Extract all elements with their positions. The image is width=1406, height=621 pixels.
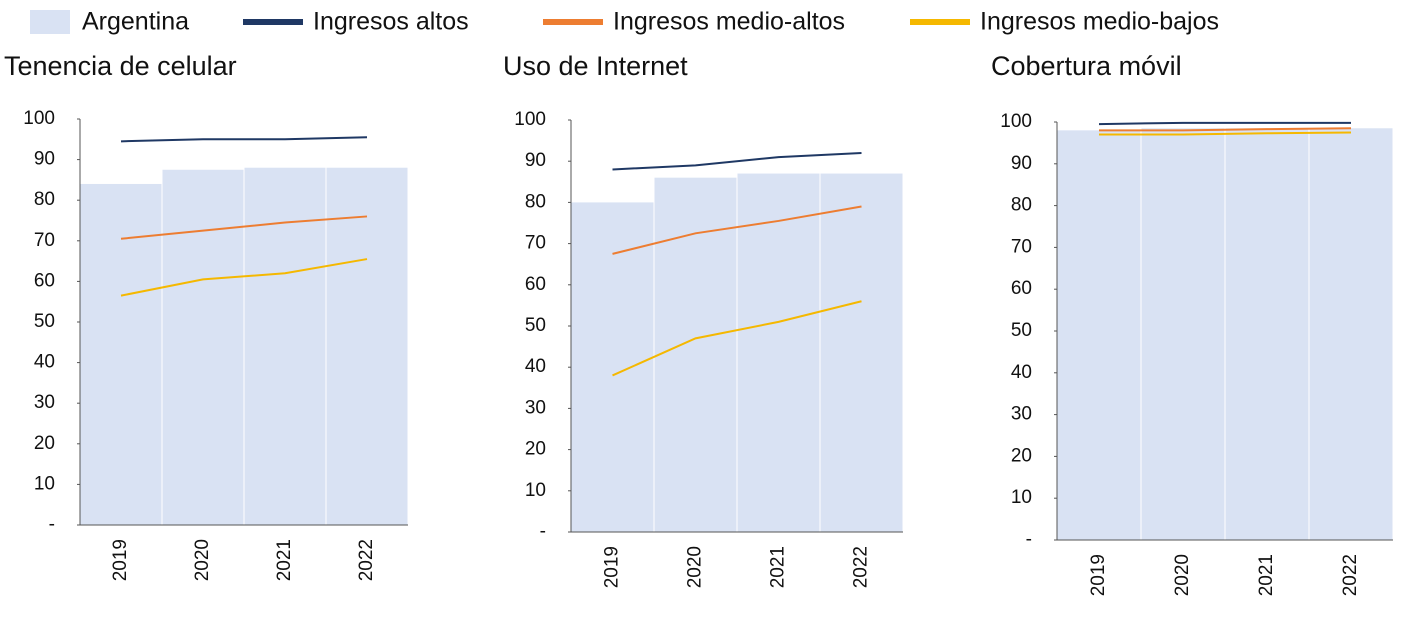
line-series — [1098, 121, 1351, 126]
bar — [244, 167, 326, 525]
y-tick-label: 80 — [34, 189, 55, 210]
bar — [162, 169, 244, 525]
y-tick-label: 30 — [525, 397, 546, 418]
line-series — [120, 258, 368, 297]
y-tick-label: 90 — [1011, 153, 1032, 174]
x-tick-label: 2020 — [192, 539, 213, 581]
y-tick-label: 10 — [1011, 487, 1032, 508]
bar — [571, 202, 654, 532]
line-series — [612, 205, 862, 255]
y-tick-label: 20 — [1011, 445, 1032, 466]
x-tick-label: 2022 — [851, 546, 872, 588]
y-tick-label: 70 — [525, 233, 546, 254]
chart-title: Uso de Internet — [503, 51, 688, 81]
bar — [1225, 128, 1309, 540]
y-tick-label: 30 — [34, 392, 55, 413]
chart-title: Tenencia de celular — [4, 51, 237, 81]
y-tick-label: 60 — [34, 270, 55, 291]
legend-swatch — [30, 10, 70, 34]
y-tick-label: 100 — [23, 108, 55, 129]
y-tick-label: 80 — [1011, 195, 1032, 216]
bar — [326, 167, 408, 525]
y-tick-label: 40 — [525, 356, 546, 377]
bar — [1141, 128, 1225, 540]
y-tick-label: 70 — [34, 230, 55, 251]
y-tick-label: 20 — [525, 439, 546, 460]
y-tick-label: - — [540, 521, 546, 542]
x-tick-label: 2019 — [602, 546, 623, 588]
y-tick-label: 80 — [525, 191, 546, 212]
legend-label: Argentina — [82, 8, 189, 36]
y-tick-label: 100 — [1000, 111, 1032, 132]
y-tick-label: 10 — [525, 480, 546, 501]
bar — [654, 177, 737, 532]
y-tick-label: - — [49, 514, 55, 535]
y-tick-label: 90 — [34, 149, 55, 170]
x-tick-label: 2021 — [274, 539, 295, 581]
bar — [80, 183, 162, 525]
line-series — [1099, 131, 1352, 136]
x-tick-label: 2020 — [1172, 554, 1193, 596]
y-tick-label: 40 — [34, 352, 55, 373]
line-series — [1099, 127, 1352, 132]
bar — [1309, 128, 1393, 540]
legend-label: Ingresos medio-altos — [613, 8, 845, 36]
line-series — [120, 136, 368, 143]
y-tick-label: 50 — [525, 315, 546, 336]
y-tick-label: - — [1026, 529, 1032, 550]
y-tick-label: 30 — [1011, 404, 1032, 425]
y-tick-label: 100 — [514, 109, 546, 130]
y-tick-label: 20 — [34, 433, 55, 454]
x-tick-label: 2019 — [110, 539, 131, 581]
x-tick-label: 2021 — [1256, 554, 1277, 596]
x-tick-label: 2020 — [685, 546, 706, 588]
chart-title: Cobertura móvil — [991, 51, 1182, 81]
x-tick-label: 2021 — [768, 546, 789, 588]
y-tick-label: 60 — [1011, 278, 1032, 299]
y-tick-label: 90 — [525, 150, 546, 171]
y-tick-label: 50 — [34, 311, 55, 332]
line-series — [612, 151, 862, 171]
legend-label: Ingresos altos — [313, 8, 469, 36]
y-tick-label: 10 — [34, 473, 55, 494]
y-tick-label: 70 — [1011, 236, 1032, 257]
line-series — [612, 300, 862, 377]
y-tick-label: 50 — [1011, 320, 1032, 341]
y-tick-label: 60 — [525, 274, 546, 295]
legend-label: Ingresos medio-bajos — [980, 8, 1219, 36]
x-tick-label: 2022 — [1340, 554, 1361, 596]
x-tick-label: 2019 — [1088, 554, 1109, 596]
x-tick-label: 2022 — [356, 539, 377, 581]
bar — [737, 173, 820, 532]
y-tick-label: 40 — [1011, 362, 1032, 383]
line-series — [120, 215, 368, 240]
bar — [820, 173, 903, 532]
bar — [1057, 130, 1141, 541]
